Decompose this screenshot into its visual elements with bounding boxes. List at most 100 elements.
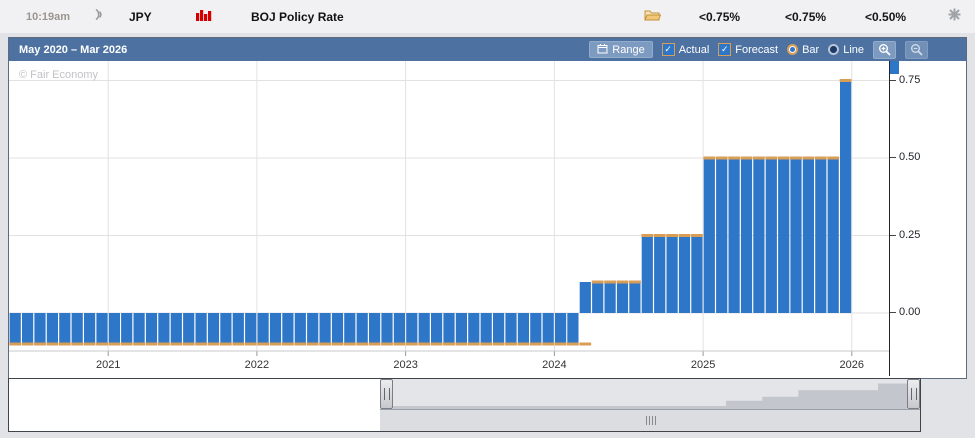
actual-bar	[740, 158, 753, 313]
close-icon[interactable]	[947, 7, 962, 27]
forecast-marker	[703, 156, 716, 160]
actual-bar	[790, 158, 802, 313]
forecast-marker	[195, 342, 207, 346]
currency-label: JPY	[129, 9, 152, 24]
actual-bar	[220, 313, 232, 344]
actual-bar	[393, 313, 405, 344]
actual-bar	[282, 313, 294, 344]
bar-radio-button[interactable]	[787, 44, 799, 55]
actual-bar	[765, 158, 777, 313]
actual-bar	[778, 158, 790, 313]
actual-toggle[interactable]: ✓ Actual	[661, 43, 709, 56]
actual-bar	[641, 235, 653, 313]
actual-bar	[654, 235, 666, 313]
forecast-marker	[443, 342, 455, 346]
forecast-marker	[21, 342, 34, 346]
impact-icon	[196, 8, 212, 26]
chart-panel: May 2020 – Mar 2026 Range ✓ Actual ✓ For…	[8, 37, 967, 379]
scrollbar-track[interactable]	[380, 409, 920, 431]
y-axis-label: 0.00	[889, 306, 921, 318]
actual-bar	[604, 282, 616, 313]
actual-bar	[455, 313, 467, 344]
actual-value: <0.75%	[699, 9, 741, 24]
y-axis: 0.75 0.50 0.25 0.00	[889, 61, 966, 376]
forecast-marker	[170, 342, 183, 346]
forecast-marker	[814, 156, 827, 160]
actual-checkbox[interactable]: ✓	[661, 43, 675, 56]
forecast-marker	[790, 156, 802, 160]
actual-bar	[406, 313, 418, 344]
actual-bar	[170, 313, 182, 344]
forecast-marker	[319, 342, 331, 346]
forecast-marker	[604, 280, 616, 284]
forecast-marker	[207, 342, 220, 346]
navigator-preview	[393, 383, 907, 409]
bar-radio[interactable]: Bar	[787, 44, 819, 56]
actual-bar	[245, 313, 257, 344]
actual-bar	[418, 313, 430, 344]
forecast-marker	[616, 280, 629, 284]
actual-bar	[493, 313, 505, 344]
x-axis-label: 2023	[393, 359, 417, 371]
forecast-marker	[405, 342, 418, 346]
range-navigator[interactable]	[393, 379, 907, 409]
forecast-marker	[282, 342, 294, 346]
actual-bar	[716, 158, 728, 313]
forecast-marker	[108, 342, 121, 346]
actual-bar	[517, 313, 529, 344]
forecast-marker	[343, 342, 356, 346]
forecast-checkbox[interactable]: ✓	[718, 43, 732, 56]
forecast-marker	[579, 342, 592, 346]
forecast-marker	[827, 156, 840, 160]
y-axis-label: 0.50	[889, 151, 921, 163]
x-axis-label: 2026	[840, 359, 864, 371]
forecast-marker	[728, 156, 740, 160]
zoom-out-button[interactable]	[905, 40, 928, 59]
forecast-marker	[244, 342, 257, 346]
forecast-marker	[666, 234, 678, 237]
forecast-marker	[9, 342, 22, 346]
actual-bar	[505, 313, 517, 344]
actual-bar	[666, 235, 678, 313]
forecast-marker	[505, 342, 517, 346]
watermark: © Fair Economy	[19, 69, 99, 81]
actual-bar	[579, 282, 591, 313]
y-axis-label: 0.75	[889, 73, 921, 86]
actual-bar	[542, 313, 554, 344]
chart-toolbar: May 2020 – Mar 2026 Range ✓ Actual ✓ For…	[9, 38, 966, 61]
forecast-marker	[529, 342, 542, 346]
forecast-toggle-label: Forecast	[735, 43, 779, 56]
range-handle-left[interactable]	[380, 379, 393, 409]
forecast-marker	[58, 342, 71, 346]
calendar-icon	[597, 43, 608, 57]
forecast-marker	[678, 234, 691, 237]
x-axis-label: 2021	[96, 359, 120, 371]
actual-bar	[381, 313, 393, 344]
detail-folder-icon[interactable]	[644, 8, 662, 26]
forecast-marker	[381, 342, 393, 346]
forecast-toggle[interactable]: ✓ Forecast	[718, 43, 778, 56]
forecast-marker	[777, 156, 790, 160]
actual-bar	[257, 313, 269, 344]
forecast-marker	[455, 342, 468, 346]
actual-bar	[443, 313, 455, 344]
range-handle-right[interactable]	[907, 379, 920, 409]
actual-bar	[145, 313, 158, 344]
forecast-marker	[418, 342, 431, 346]
forecast-marker	[517, 342, 530, 346]
forecast-marker	[294, 342, 307, 346]
scrollbar-grip-icon[interactable]	[646, 416, 656, 425]
forecast-marker	[306, 342, 319, 346]
line-radio-button[interactable]	[828, 44, 840, 55]
line-radio[interactable]: Line	[828, 44, 864, 56]
zoom-in-icon	[879, 44, 891, 56]
forecast-marker	[83, 342, 96, 346]
forecast-marker	[145, 342, 158, 346]
actual-bar	[84, 313, 96, 344]
policy-rate-chart[interactable]: 2021 2022 2023 2024 2025 2026	[9, 61, 889, 376]
zoom-in-button[interactable]	[873, 40, 896, 59]
range-button[interactable]: Range	[589, 41, 653, 58]
forecast-marker	[34, 342, 46, 346]
sound-icon[interactable]	[94, 7, 106, 26]
actual-bar	[121, 313, 133, 344]
